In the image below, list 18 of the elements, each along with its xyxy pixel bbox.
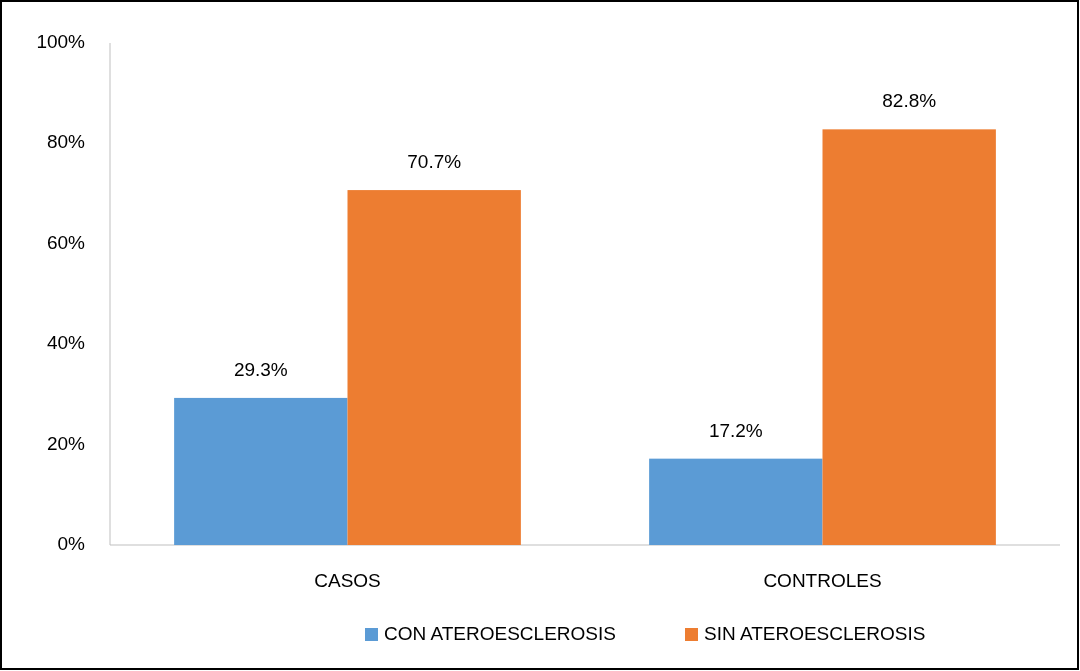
x-tick-label: CASOS	[314, 570, 381, 591]
x-tick-label: CONTROLES	[763, 570, 882, 591]
y-tick-label: 80%	[46, 131, 86, 153]
y-tick-label: 0%	[57, 533, 86, 555]
legend-label: SIN ATEROESCLEROSIS	[704, 623, 926, 645]
data-label: 82.8%	[882, 90, 937, 112]
y-tick-label: 20%	[46, 432, 86, 454]
y-tick-label: 100%	[36, 31, 86, 53]
bar	[174, 397, 348, 545]
data-label: 17.2%	[708, 419, 763, 441]
data-label: 29.3%	[233, 358, 288, 380]
legend-label: CON ATEROESCLEROSIS	[384, 623, 616, 645]
bar	[649, 458, 823, 545]
bar	[822, 129, 996, 545]
y-tick-label: 40%	[46, 332, 86, 354]
data-label: 70.7%	[407, 151, 462, 173]
bar	[347, 190, 521, 545]
y-tick-label: 60%	[46, 231, 86, 253]
